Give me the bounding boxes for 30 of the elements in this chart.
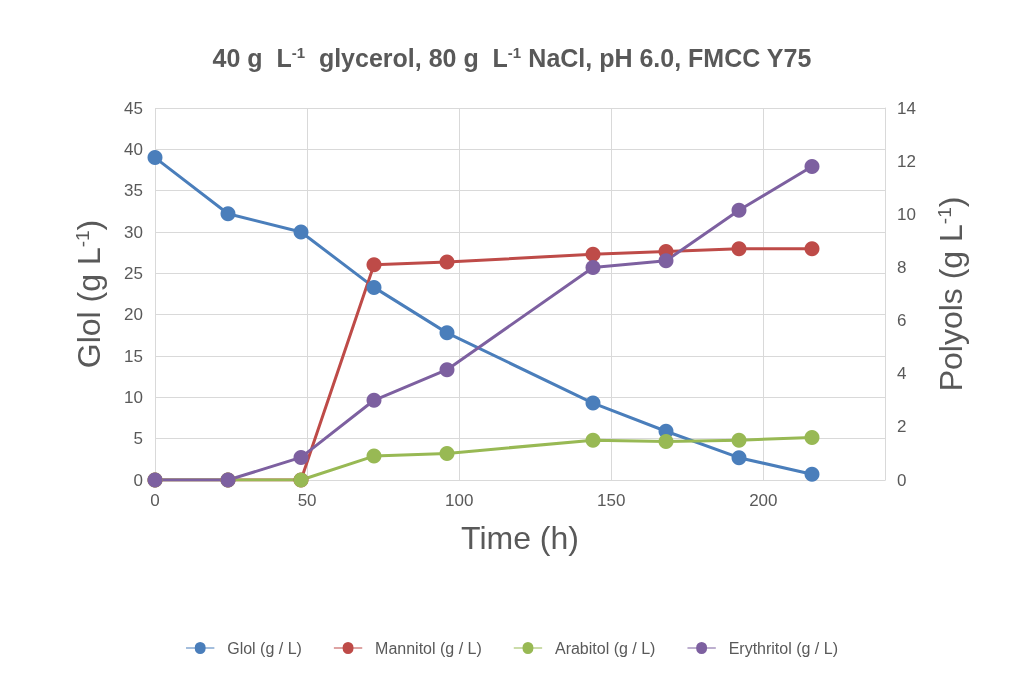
y-tick-label: 40 [124, 139, 143, 159]
y2-tick-label: 12 [897, 151, 916, 171]
y-axis-title: Glol (g L-1) [71, 219, 107, 369]
y-tick-label: 25 [124, 263, 143, 283]
y-tick-label: 45 [124, 98, 143, 118]
y2-tick-label: 4 [897, 364, 907, 384]
legend-label: Arabitol (g / L) [554, 639, 656, 657]
x-tick-label: 150 [597, 491, 626, 510]
x-axis-title: Time (h) [461, 520, 579, 556]
y2-tick-label: 8 [897, 257, 907, 277]
x-tick-label: 200 [749, 491, 778, 510]
y-tick-label: 10 [124, 387, 143, 407]
y2-tick-label: 14 [897, 98, 916, 118]
y-tick-label: 30 [124, 222, 143, 242]
y-tick-label: 15 [124, 346, 143, 366]
y-tick-label: 0 [133, 470, 143, 490]
y-tick-label: 20 [124, 305, 143, 325]
y-tick-label: 35 [124, 181, 143, 201]
y2-tick-label: 6 [897, 311, 907, 331]
x-tick-label: 0 [150, 491, 160, 510]
legend-label: Mannitol (g / L) [375, 639, 482, 657]
x-tick-label: 100 [444, 491, 474, 510]
y2-axis-title: Polyols (g L-1) [933, 196, 969, 392]
legend-label: Glol (g / L) [227, 639, 302, 657]
legend-label: Erythritol (g / L) [728, 639, 838, 657]
y2-tick-label: 2 [897, 417, 907, 437]
y-tick-label: 5 [133, 429, 143, 449]
y2-tick-label: 0 [897, 470, 907, 490]
x-tick-label: 50 [297, 491, 317, 510]
y2-tick-label: 10 [897, 204, 916, 224]
